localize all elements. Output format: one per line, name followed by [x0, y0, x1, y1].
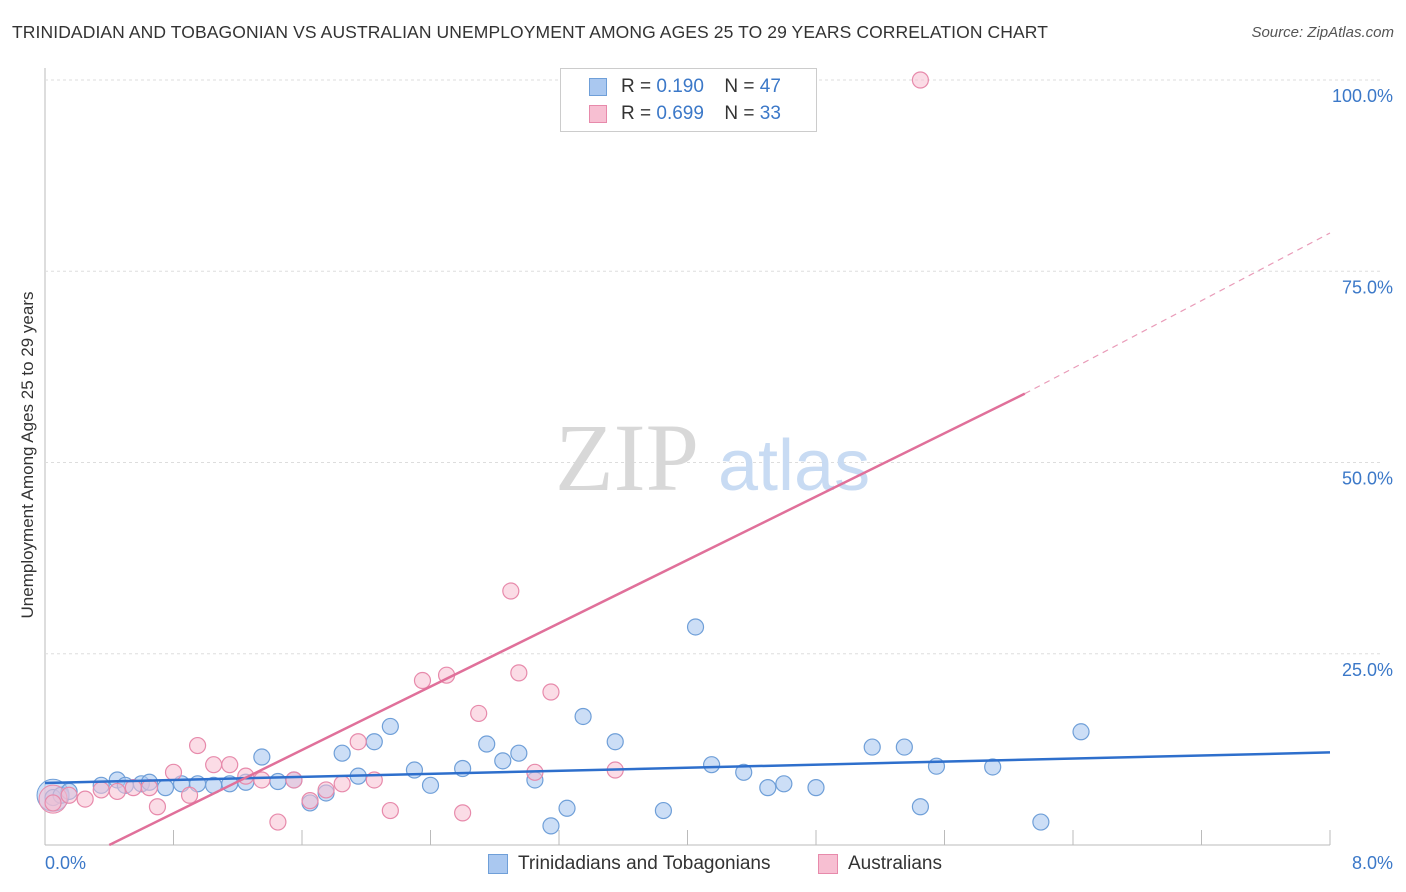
data-point — [702, 756, 721, 774]
series-australian-points — [38, 71, 930, 831]
source-label: Source: ZipAtlas.com — [1251, 24, 1394, 41]
bottom-legend-trinidadian: Trinidadians and Tobagonians — [488, 852, 770, 876]
data-point — [301, 792, 319, 810]
data-point — [188, 736, 207, 755]
grid-lines — [44, 68, 1380, 846]
data-point — [542, 683, 560, 701]
y-axis-label: Unemployment Among Ages 25 to 29 years — [18, 291, 37, 619]
data-point — [180, 786, 199, 804]
data-point — [654, 801, 673, 820]
correlation-legend: R = 0.190 N = 47 R = 0.699 N = 33 — [560, 68, 817, 132]
x-ticks — [173, 830, 1331, 845]
legend-row-trinidadian: R = 0.190 N = 47 — [589, 74, 781, 100]
data-point — [911, 798, 930, 816]
data-point — [76, 790, 94, 808]
data-point — [333, 775, 351, 793]
data-point — [205, 756, 223, 774]
data-point — [1032, 813, 1050, 831]
data-point — [156, 779, 175, 797]
trend-line-australian — [108, 392, 1026, 847]
data-point — [365, 733, 383, 751]
data-point — [510, 664, 528, 682]
legend-r-label: R = — [621, 103, 652, 124]
data-point — [895, 738, 913, 756]
data-point — [686, 618, 705, 636]
data-point — [108, 782, 126, 801]
data-point — [269, 813, 287, 831]
y-tick-labels: 25.0% 50.0% 75.0% 100.0% — [1332, 86, 1393, 680]
data-point — [478, 735, 496, 753]
legend-n-value-pink: 33 — [759, 103, 781, 124]
x-tick-label: 8.0% — [1352, 853, 1393, 873]
y-tick-label: 75.0% — [1342, 277, 1393, 297]
data-point — [92, 781, 110, 799]
trend-line-australian-extension — [1024, 232, 1331, 395]
legend-r-value-blue: 0.190 — [656, 76, 704, 97]
data-point — [349, 733, 367, 751]
data-point — [253, 748, 271, 766]
bottom-legend-swatch-blue — [488, 854, 508, 874]
data-point — [775, 775, 793, 793]
legend-r-label: R = — [621, 76, 652, 97]
bottom-legend-australian: Australians — [818, 852, 942, 876]
data-point — [148, 798, 167, 816]
bottom-legend-label-pink: Australians — [848, 853, 942, 874]
data-point — [221, 756, 239, 774]
y-tick-label: 100.0% — [1332, 86, 1393, 106]
data-point — [984, 758, 1002, 776]
data-point — [60, 786, 78, 804]
data-point — [863, 738, 881, 756]
legend-n-label: N = — [724, 103, 755, 124]
trend-lines — [44, 232, 1331, 847]
data-point — [911, 71, 930, 89]
data-point — [1072, 723, 1090, 741]
data-point — [333, 744, 351, 762]
data-point — [606, 733, 624, 751]
data-point — [44, 794, 62, 812]
data-point — [735, 763, 753, 781]
data-point — [285, 771, 303, 789]
watermark-zip: ZIP — [555, 404, 699, 511]
legend-swatch-blue — [589, 78, 607, 96]
data-point — [164, 763, 183, 781]
y-tick-label: 50.0% — [1342, 469, 1393, 489]
data-point — [269, 772, 287, 791]
data-point — [510, 744, 528, 762]
data-point — [405, 761, 424, 779]
y-tick-label: 25.0% — [1342, 660, 1393, 680]
data-point — [381, 717, 399, 736]
data-point — [759, 779, 777, 797]
data-point — [558, 799, 576, 817]
data-point — [140, 779, 159, 797]
data-point — [421, 776, 440, 794]
legend-row-australian: R = 0.699 N = 33 — [589, 101, 781, 127]
data-point — [807, 779, 825, 797]
x-tick-labels: 0.0% 8.0% — [45, 853, 1393, 873]
data-point — [454, 804, 472, 822]
trend-line-trinidadian — [44, 751, 1331, 785]
data-point — [381, 801, 399, 820]
data-point — [494, 752, 512, 770]
data-point — [470, 704, 488, 723]
chart-title: TRINIDADIAN AND TOBAGONIAN VS AUSTRALIAN… — [12, 22, 1048, 42]
watermark-atlas: atlas — [718, 426, 870, 506]
bottom-legend-swatch-pink — [818, 854, 838, 874]
data-point — [413, 671, 432, 690]
data-point — [253, 771, 271, 789]
data-point — [502, 582, 520, 600]
data-point — [542, 817, 560, 835]
legend-n-label: N = — [724, 76, 755, 97]
legend-n-value-blue: 47 — [759, 76, 781, 97]
data-point — [317, 781, 335, 799]
bottom-legend-label-blue: Trinidadians and Tobagonians — [518, 853, 771, 874]
x-tick-label: 0.0% — [45, 853, 86, 873]
legend-swatch-pink — [589, 105, 607, 123]
legend-r-value-pink: 0.699 — [656, 103, 704, 124]
data-point — [574, 707, 592, 726]
